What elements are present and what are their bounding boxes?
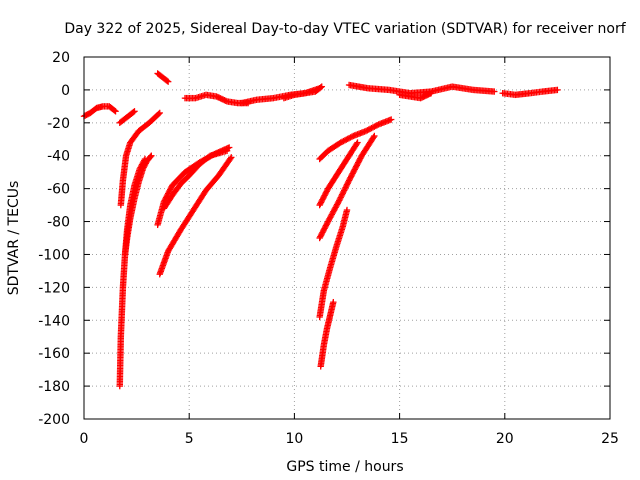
- x-tick-label: 5: [185, 431, 194, 447]
- data-trail: [317, 116, 393, 162]
- y-tick-label: -160: [38, 346, 70, 362]
- x-tick-label: 10: [285, 431, 303, 447]
- plot-frame: [83, 56, 611, 420]
- y-tick-label: 20: [52, 50, 70, 66]
- data-series-s3: [117, 109, 163, 209]
- data-trail: [157, 155, 234, 276]
- data-series-s1: [80, 103, 119, 120]
- data-series-s6: [154, 70, 172, 85]
- x-tick-label: 0: [80, 431, 89, 447]
- y-tick-label: -20: [47, 116, 70, 132]
- data-series-s12: [280, 83, 325, 102]
- data-series-s2: [116, 108, 138, 127]
- y-axis-label: SDTVAR / TECUs: [6, 181, 22, 296]
- data-series-s19: [396, 90, 435, 102]
- data-series-s10: [181, 91, 252, 107]
- y-tick-label: -80: [47, 215, 70, 231]
- chart-title: Day 322 of 2025, Sidereal Day-to-day VTE…: [64, 21, 626, 37]
- grid-lines: [84, 57, 610, 419]
- data-trail: [282, 84, 324, 101]
- data-trail: [82, 103, 118, 119]
- data-series-s16: [316, 206, 351, 321]
- data-trail: [317, 134, 377, 240]
- y-tick-label: -60: [47, 182, 70, 198]
- data-series-s13: [316, 116, 395, 163]
- data-trail: [240, 85, 322, 106]
- data-series-s18: [345, 81, 498, 97]
- x-tick-label: 15: [391, 431, 409, 447]
- data-series-s8: [160, 147, 231, 212]
- data-trail: [117, 108, 137, 126]
- data-series-s7: [154, 144, 233, 229]
- data-series-s17: [317, 298, 337, 370]
- data-trail: [317, 300, 337, 369]
- data-trail: [316, 208, 350, 319]
- y-tick-label: -100: [38, 247, 70, 263]
- x-tick-label: 25: [601, 431, 619, 447]
- data-series-s14: [316, 139, 361, 209]
- data-series-s5: [121, 152, 155, 258]
- data-trail: [347, 82, 496, 97]
- data-series-s9: [156, 154, 235, 278]
- y-tick-label: 0: [61, 83, 70, 99]
- data-trail: [117, 110, 162, 207]
- y-tick-label: -140: [38, 313, 70, 329]
- y-tick-label: -40: [47, 149, 70, 165]
- x-tick-label: 20: [496, 431, 514, 447]
- data-series-s11: [238, 85, 323, 107]
- y-tick-label: -180: [38, 379, 70, 395]
- y-tick-label: -200: [38, 412, 70, 428]
- data-trail: [155, 71, 171, 85]
- y-tick-label: -120: [38, 280, 70, 296]
- x-axis-label: GPS time / hours: [286, 459, 403, 475]
- data-series-s15: [316, 132, 378, 242]
- data-series-s20: [499, 86, 561, 99]
- data-points: [80, 70, 561, 390]
- data-trail: [161, 148, 229, 211]
- data-trail: [501, 86, 560, 98]
- data-trail: [397, 90, 434, 102]
- data-trail: [122, 153, 154, 257]
- data-trail: [317, 140, 360, 207]
